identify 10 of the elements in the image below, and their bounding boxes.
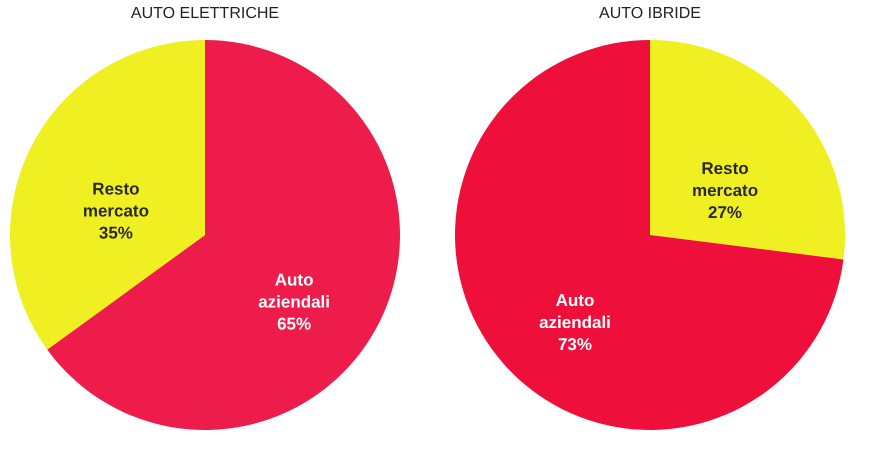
data-label: 73% [558, 335, 592, 354]
slice-label: Auto aziendali [539, 291, 611, 332]
slice-label: Resto mercato [82, 180, 149, 221]
data-label: 65% [277, 314, 312, 334]
data-label: 27% [708, 202, 742, 222]
slice-label: Auto aziendali [258, 270, 330, 312]
chart-title: AUTO ELETTRICHE [130, 5, 280, 22]
slice-label: Resto mercato [692, 158, 758, 200]
data-label: 35% [98, 224, 133, 243]
chart-title: AUTO IBRIDE [599, 5, 701, 22]
